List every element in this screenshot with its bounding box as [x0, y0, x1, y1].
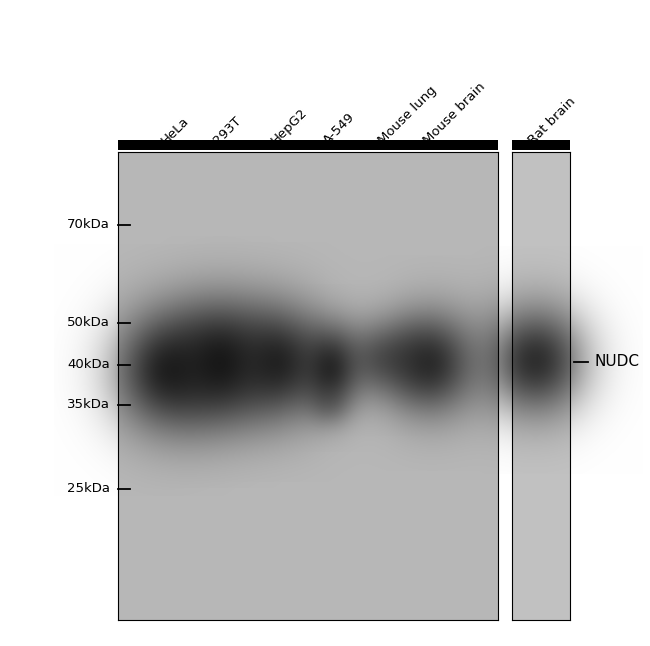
- Bar: [512, 140, 570, 150]
- Text: Mouse brain: Mouse brain: [421, 80, 488, 147]
- Text: Rat brain: Rat brain: [526, 95, 578, 147]
- Text: HeLa: HeLa: [159, 114, 192, 147]
- Text: A-549: A-549: [321, 110, 358, 147]
- Text: Mouse lung: Mouse lung: [376, 83, 439, 147]
- Text: 35kDa: 35kDa: [67, 398, 110, 412]
- Text: 40kDa: 40kDa: [67, 359, 110, 371]
- Text: 70kDa: 70kDa: [67, 218, 110, 231]
- Text: NUDC: NUDC: [594, 355, 639, 370]
- Text: 25kDa: 25kDa: [67, 483, 110, 495]
- Text: 50kDa: 50kDa: [67, 317, 110, 329]
- Bar: [118, 140, 498, 150]
- Text: 293T: 293T: [211, 114, 244, 147]
- Text: HepG2: HepG2: [269, 106, 310, 147]
